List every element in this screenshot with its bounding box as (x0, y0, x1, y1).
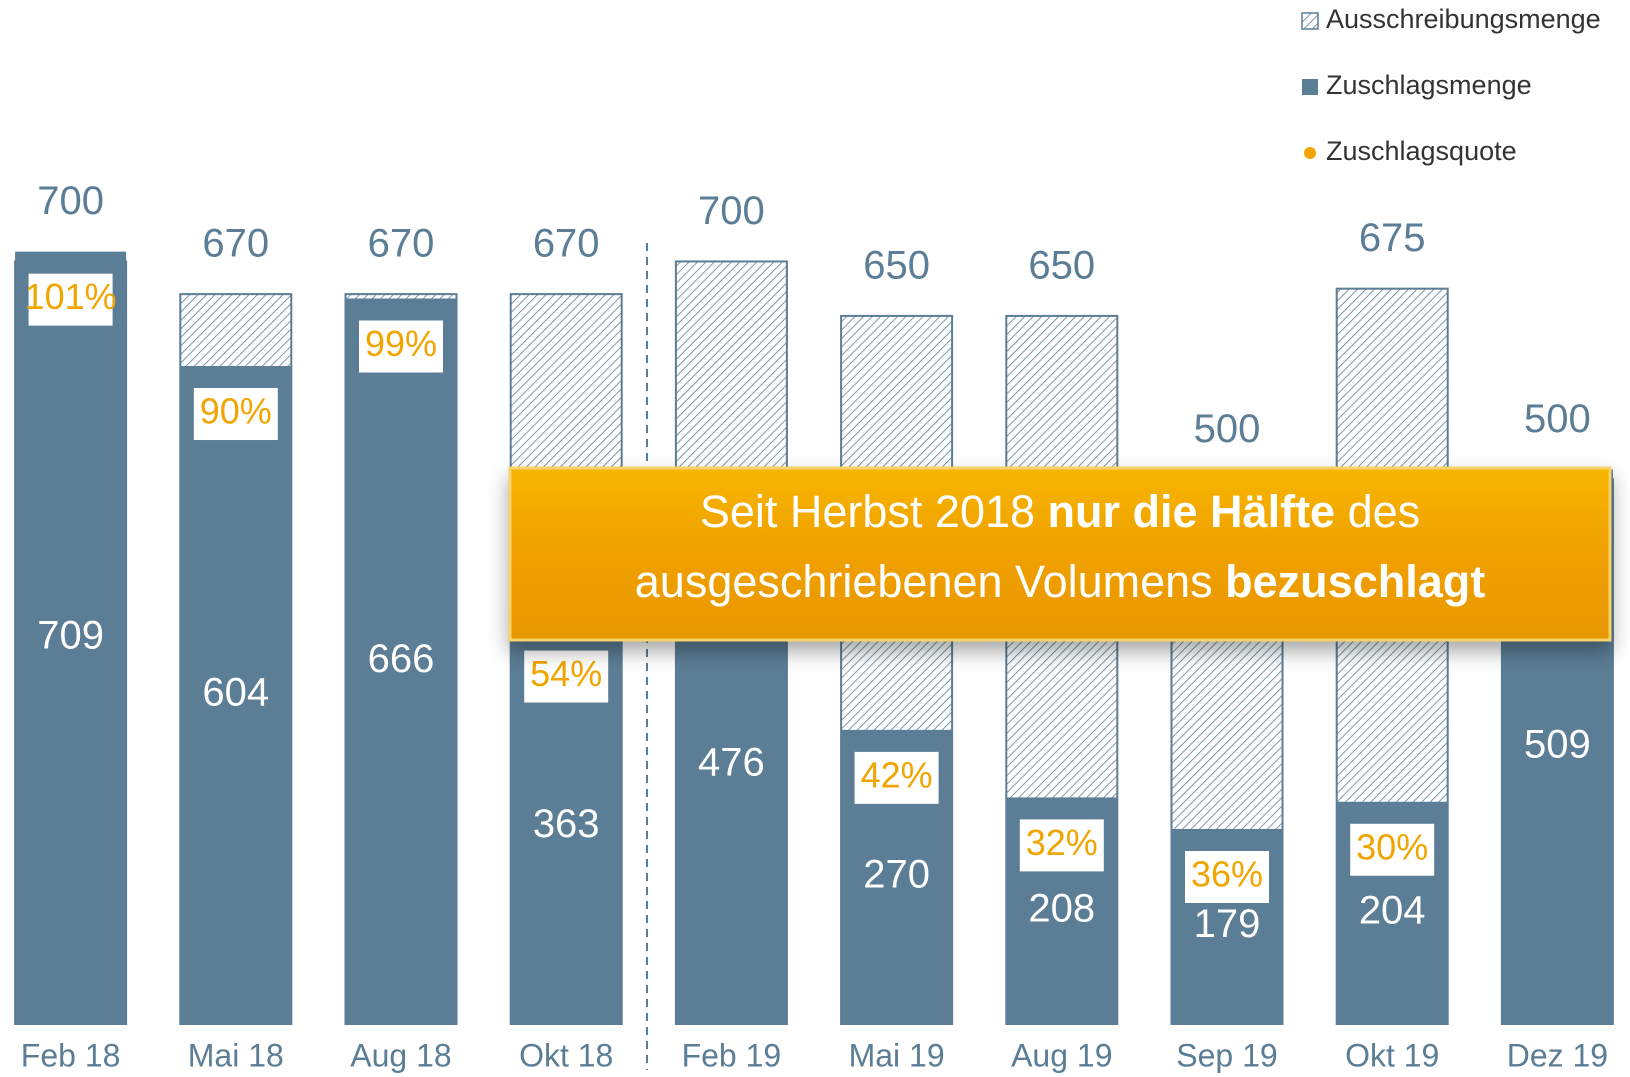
award-label: 709 (37, 613, 104, 657)
award-label: 208 (1028, 886, 1095, 930)
tender-label: 670 (202, 222, 269, 266)
x-tick-label: Dez 19 (1507, 1037, 1608, 1073)
annotation-run: bezuschlagt (1225, 556, 1485, 607)
legend-label: Zuschlagsmenge (1326, 70, 1532, 100)
tender-label: 500 (1524, 397, 1591, 441)
tender-label: 500 (1194, 407, 1261, 451)
annotation: Seit Herbst 2018 nur die Hälfte des ausge… (508, 466, 1612, 642)
x-tick-label: Okt 19 (1345, 1037, 1439, 1073)
quote-box (524, 650, 609, 703)
annotation-run: Seit Herbst 2018 (700, 486, 1048, 537)
tender-label: 650 (1028, 243, 1095, 287)
x-tick-label: Feb 18 (21, 1037, 121, 1073)
quote-box (1019, 819, 1104, 872)
annotation-run: des (1335, 486, 1420, 537)
quote-box (28, 273, 113, 326)
quote-label: 36% (1191, 854, 1263, 895)
award-label: 476 (698, 740, 765, 784)
x-tick-label: Mai 19 (849, 1037, 945, 1073)
award-label: 666 (368, 637, 435, 681)
quote-label: 54% (530, 653, 602, 694)
annotation-run: nur die Hälfte (1048, 486, 1336, 537)
quote-box (1185, 851, 1269, 904)
annotation-run: ausgeschriebenen Volumens (635, 556, 1225, 607)
award-label: 204 (1359, 888, 1426, 932)
legend-swatch (1301, 12, 1319, 30)
x-tick-label: Okt 18 (519, 1037, 613, 1073)
legend-swatch (1304, 147, 1316, 159)
x-tick-label: Feb 19 (682, 1037, 782, 1073)
tender-label: 650 (863, 243, 930, 287)
quote-box (1350, 823, 1435, 876)
tender-label: 700 (37, 179, 104, 223)
award-bar (15, 251, 127, 1024)
legend-label: Zuschlagsquote (1326, 136, 1517, 166)
quote-label: 32% (1026, 822, 1098, 863)
tender-label: 675 (1359, 216, 1426, 260)
award-bar (180, 366, 292, 1025)
legend: Ausschreibungsmenge Zuschlagsmenge Zuschla… (1301, 4, 1601, 166)
x-tick-label: Sep 19 (1176, 1037, 1277, 1073)
quote-label: 101% (25, 276, 117, 317)
quote-label: 99% (365, 323, 437, 364)
legend-label: Ausschreibungsmenge (1326, 4, 1601, 34)
award-bar (345, 298, 457, 1024)
x-tick-label: Mai 18 (188, 1037, 284, 1073)
award-label: 363 (533, 802, 600, 846)
award-label: 270 (863, 852, 930, 896)
quote-box (193, 388, 278, 441)
award-label: 509 (1524, 722, 1591, 766)
x-tick-label: Aug 18 (350, 1037, 451, 1073)
quote-box (854, 751, 939, 804)
quote-label: 42% (861, 754, 933, 795)
legend-swatch (1302, 79, 1318, 95)
annotation-text: Seit Herbst 2018 nur die Hälfte des ausge… (635, 486, 1485, 607)
quote-label: 30% (1356, 826, 1428, 867)
award-label: 179 (1194, 902, 1261, 946)
x-tick-label: Aug 19 (1011, 1037, 1112, 1073)
quote-label: 90% (200, 391, 272, 432)
tender-label: 700 (698, 189, 765, 233)
tender-label: 670 (368, 222, 435, 266)
plot: 700 709 101% Feb 18 670 604 90% Mai 18 670 666 99%… (14, 179, 1614, 1073)
banner (508, 466, 1612, 642)
tender-label: 670 (533, 222, 600, 266)
award-label: 604 (202, 671, 269, 715)
quote-box (359, 320, 443, 373)
